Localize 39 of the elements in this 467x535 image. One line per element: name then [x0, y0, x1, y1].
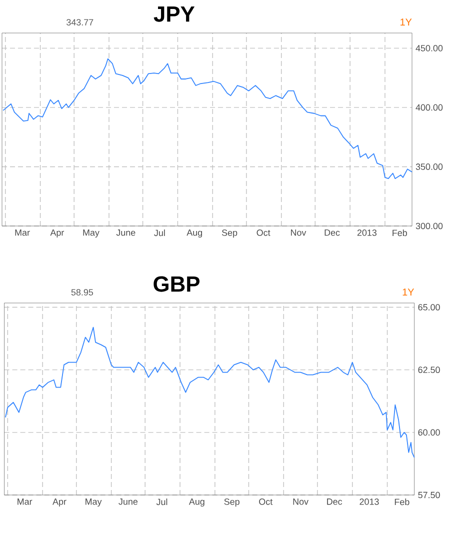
- x-tick-label: Sep: [222, 230, 238, 238]
- x-tick-label: Mar: [15, 230, 30, 236]
- x-tick-label: June: [116, 230, 136, 236]
- text: 58.95: [71, 289, 94, 296]
- y-tick-label: 300.00: [416, 222, 443, 230]
- y-tick-label: 450.00: [416, 44, 443, 52]
- x-tick-label: Oct: [256, 230, 270, 236]
- y-tick-label: 60.00: [418, 429, 440, 436]
- x-tick-label: Apr: [52, 498, 66, 507]
- y-tick-label: 62.50: [418, 366, 440, 374]
- x-tick-label: Aug: [188, 498, 204, 507]
- line-series: [2, 58, 412, 180]
- x-tick-label: Jul: [156, 498, 168, 506]
- x-tick-label: Dec: [324, 230, 340, 236]
- text: 1Y: [400, 18, 412, 26]
- y-tick-label: 65.00: [418, 304, 440, 310]
- x-tick-label: Oct: [259, 498, 273, 505]
- y-tick-label: 350.00: [416, 164, 443, 170]
- chart-title: GBP: [154, 276, 200, 292]
- chart-title: JPY: [154, 6, 195, 22]
- x-tick-label: May: [86, 498, 102, 507]
- x-tick-label: Mar: [18, 498, 32, 505]
- x-tick-label: 2013: [357, 230, 377, 236]
- x-tick-label: Aug: [186, 230, 202, 238]
- x-tick-label: Nov: [291, 230, 306, 236]
- x-tick-label: Feb: [392, 230, 407, 236]
- x-tick-label: Nov: [293, 498, 308, 505]
- x-tick-label: May: [83, 230, 100, 238]
- x-tick-label: Dec: [327, 498, 342, 505]
- x-tick-label: Sep: [224, 498, 240, 507]
- x-tick-label: 2013: [360, 498, 379, 505]
- text: 343.77: [66, 19, 94, 26]
- text: 1Y: [402, 288, 414, 296]
- y-tick-label: 400.00: [416, 104, 443, 111]
- y-tick-label: 57.50: [418, 492, 440, 498]
- x-tick-label: Apr: [50, 230, 64, 238]
- x-tick-label: June: [118, 498, 138, 505]
- x-tick-label: Jul: [154, 230, 165, 236]
- x-tick-label: Feb: [394, 498, 410, 506]
